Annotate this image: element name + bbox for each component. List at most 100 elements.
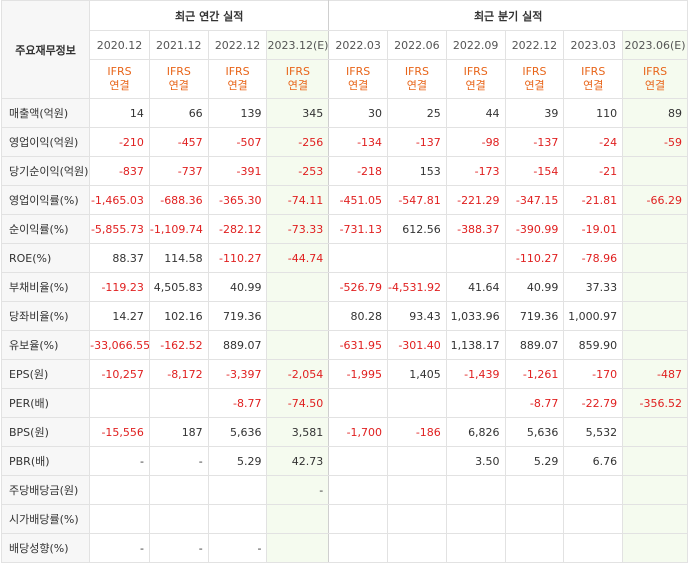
table-cell: -74.50 <box>266 388 330 418</box>
table-cell: -22.79 <box>563 388 624 418</box>
table-cell: -137 <box>504 127 565 157</box>
table-cell: -44.74 <box>266 243 330 273</box>
table-cell: 1,405 <box>387 359 447 389</box>
row-label: 영업이익률(%) <box>0 185 91 215</box>
table-cell <box>622 533 688 563</box>
table-cell: -110.27 <box>207 243 268 273</box>
table-cell: -390.99 <box>504 214 565 244</box>
table-cell <box>387 475 447 505</box>
table-row: 영업이익률(%) -1,465.03 -688.36 -365.30 -74.11 -45… <box>0 185 688 215</box>
table-cell: -8.77 <box>504 388 565 418</box>
table-cell: 3.50 <box>445 446 506 476</box>
table-cell: 14 <box>89 98 150 128</box>
table-cell: 44 <box>445 98 506 128</box>
table-cell: -8.77 <box>207 388 268 418</box>
period-header-3: 2023.12(E) <box>266 30 330 60</box>
table-cell: -119.23 <box>89 272 150 302</box>
table-row: 순이익률(%) -5,855.73 -1,109.74 -282.12 -73.33 -7… <box>0 214 688 244</box>
table-cell: -5,855.73 <box>89 214 150 244</box>
table-cell <box>328 243 389 273</box>
table-cell <box>622 272 688 302</box>
table-cell: -33,066.55 <box>89 330 150 360</box>
ifrs-label-top: IFRS <box>166 65 191 78</box>
ifrs-label-top: IFRS <box>522 65 547 78</box>
table-cell: - <box>89 446 150 476</box>
table-cell <box>622 475 688 505</box>
table-cell: - <box>148 446 209 476</box>
table-cell: -210 <box>89 127 150 157</box>
table-cell: -688.36 <box>148 185 209 215</box>
ifrs-label-bottom: 연결 <box>168 79 189 92</box>
table-cell: -24 <box>563 127 624 157</box>
table-cell: -2,054 <box>266 359 330 389</box>
table-cell: 612.56 <box>387 214 447 244</box>
table-cell: -1,995 <box>328 359 389 389</box>
table-cell: -1,700 <box>328 417 389 447</box>
table-cell <box>504 533 565 563</box>
row-label: BPS(원) <box>0 417 91 447</box>
row-label: 당기순이익(억원) <box>0 156 91 186</box>
table-row: 배당성향(%) - - - <box>0 533 688 563</box>
table-cell: 4,505.83 <box>148 272 209 302</box>
table-cell <box>328 388 389 418</box>
table-cell: -547.81 <box>387 185 447 215</box>
table-cell: - <box>266 475 330 505</box>
ifrs-label-top: IFRS <box>225 65 250 78</box>
table-cell <box>504 504 565 534</box>
table-cell <box>563 504 624 534</box>
table-cell <box>89 504 150 534</box>
table-cell: -282.12 <box>207 214 268 244</box>
table-cell: 42.73 <box>266 446 330 476</box>
table-row: ROE(%) 88.37 114.58 -110.27 -44.74 -110.27 -78… <box>0 243 688 273</box>
table-row: 당기순이익(억원) -837 -737 -391 -253 -218 153 -173 -154… <box>0 156 688 186</box>
ifrs-label-bottom: 연결 <box>644 79 666 92</box>
table-cell: -631.95 <box>328 330 389 360</box>
table-cell: 30 <box>328 98 389 128</box>
table-cell: -3,397 <box>207 359 268 389</box>
ifrs-label-5: IFRS 연결 <box>387 59 447 99</box>
table-cell: -15,556 <box>89 417 150 447</box>
quarter-group-header: 최근 분기 실적 <box>328 0 688 31</box>
table-cell: -78.96 <box>563 243 624 273</box>
period-header-1: 2021.12 <box>148 30 209 60</box>
row-label: EPS(원) <box>0 359 91 389</box>
row-label: 매출액(억원) <box>0 98 91 128</box>
table-cell <box>89 388 150 418</box>
ifrs-label-top: IFRS <box>404 65 430 78</box>
table-cell: 39 <box>504 98 565 128</box>
table-cell: -110.27 <box>504 243 565 273</box>
ifrs-label-0: IFRS 연결 <box>89 59 150 99</box>
table-cell: 719.36 <box>207 301 268 331</box>
table-cell: -487 <box>622 359 688 389</box>
table-cell <box>563 475 624 505</box>
table-cell <box>622 330 688 360</box>
table-cell: 859.90 <box>563 330 624 360</box>
row-label: 영업이익(억원) <box>0 127 91 157</box>
period-header-7: 2022.12 <box>504 30 565 60</box>
ifrs-label-bottom: 연결 <box>227 79 248 92</box>
table-cell: -66.29 <box>622 185 688 215</box>
row-label: 시가배당률(%) <box>0 504 91 534</box>
table-cell <box>622 301 688 331</box>
row-label: 순이익률(%) <box>0 214 91 244</box>
table-cell <box>387 533 447 563</box>
ifrs-label-bottom: 연결 <box>524 79 545 92</box>
row-label: 배당성향(%) <box>0 533 91 563</box>
table-row: 영업이익(억원) -210 -457 -507 -256 -134 -137 -98 -137-… <box>0 127 688 157</box>
table-cell: -21.81 <box>563 185 624 215</box>
period-header-2: 2022.12 <box>207 30 268 60</box>
table-cell: - <box>148 533 209 563</box>
table-cell: -837 <box>89 156 150 186</box>
table-cell: 5.29 <box>207 446 268 476</box>
ifrs-label-1: IFRS 연결 <box>148 59 209 99</box>
table-cell <box>445 475 506 505</box>
table-cell: 889.07 <box>207 330 268 360</box>
table-cell <box>445 504 506 534</box>
table-cell: -134 <box>328 127 389 157</box>
table-cell <box>207 475 268 505</box>
table-cell: 345 <box>266 98 330 128</box>
table-cell <box>445 243 506 273</box>
table-row: EPS(원) -10,257 -8,172 -3,397 -2,054 -1,995 1,4… <box>0 359 688 389</box>
period-header-6: 2022.09 <box>445 30 506 60</box>
table-cell <box>622 504 688 534</box>
